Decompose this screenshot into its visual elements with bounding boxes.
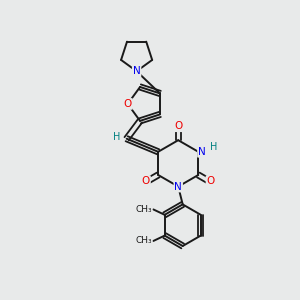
Text: O: O bbox=[206, 176, 215, 186]
Text: CH₃: CH₃ bbox=[135, 205, 152, 214]
Text: H: H bbox=[112, 132, 120, 142]
Text: N: N bbox=[133, 66, 140, 76]
Text: O: O bbox=[124, 99, 132, 109]
Text: N: N bbox=[198, 147, 206, 157]
Text: H: H bbox=[210, 142, 218, 152]
Text: O: O bbox=[142, 176, 150, 186]
Text: N: N bbox=[174, 182, 182, 192]
Text: O: O bbox=[174, 121, 182, 131]
Text: CH₃: CH₃ bbox=[135, 236, 152, 245]
